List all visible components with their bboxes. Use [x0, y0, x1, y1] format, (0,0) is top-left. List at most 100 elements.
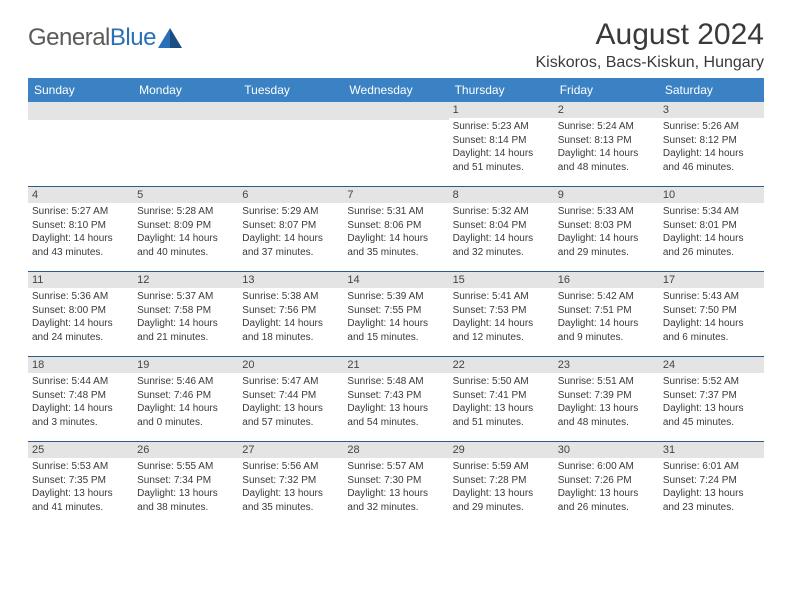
sunset-text: Sunset: 7:26 PM	[558, 474, 655, 488]
daylight-text: and 41 minutes.	[32, 501, 129, 515]
sunset-text: Sunset: 8:06 PM	[347, 219, 444, 233]
day-info: Sunrise: 6:00 AMSunset: 7:26 PMDaylight:…	[558, 460, 655, 514]
daylight-text: and 51 minutes.	[453, 416, 550, 430]
daylight-text: Daylight: 14 hours	[32, 232, 129, 246]
day-cell	[343, 102, 448, 186]
day-number: 16	[554, 272, 659, 288]
sunset-text: Sunset: 7:37 PM	[663, 389, 760, 403]
daylight-text: and 9 minutes.	[558, 331, 655, 345]
day-number	[238, 102, 343, 120]
daylight-text: Daylight: 13 hours	[242, 402, 339, 416]
day-number: 2	[554, 102, 659, 118]
day-cell: 5 Sunrise: 5:28 AMSunset: 8:09 PMDaylight…	[133, 187, 238, 271]
day-info: Sunrise: 5:55 AMSunset: 7:34 PMDaylight:…	[137, 460, 234, 514]
daylight-text: Daylight: 13 hours	[32, 487, 129, 501]
weekday-header: Monday	[133, 78, 238, 102]
sunset-text: Sunset: 7:28 PM	[453, 474, 550, 488]
daylight-text: and 23 minutes.	[663, 501, 760, 515]
day-number: 19	[133, 357, 238, 373]
daylight-text: Daylight: 13 hours	[558, 487, 655, 501]
sunset-text: Sunset: 8:04 PM	[453, 219, 550, 233]
day-info: Sunrise: 5:36 AMSunset: 8:00 PMDaylight:…	[32, 290, 129, 344]
sunset-text: Sunset: 7:51 PM	[558, 304, 655, 318]
daylight-text: and 48 minutes.	[558, 161, 655, 175]
daylight-text: Daylight: 14 hours	[558, 147, 655, 161]
sunset-text: Sunset: 7:58 PM	[137, 304, 234, 318]
daylight-text: Daylight: 14 hours	[558, 317, 655, 331]
daylight-text: Daylight: 13 hours	[453, 402, 550, 416]
sunrise-text: Sunrise: 5:31 AM	[347, 205, 444, 219]
day-cell: 31Sunrise: 6:01 AMSunset: 7:24 PMDayligh…	[659, 442, 764, 526]
daylight-text: and 45 minutes.	[663, 416, 760, 430]
sunrise-text: Sunrise: 5:37 AM	[137, 290, 234, 304]
sunrise-text: Sunrise: 5:56 AM	[242, 460, 339, 474]
day-cell: 23Sunrise: 5:51 AMSunset: 7:39 PMDayligh…	[554, 357, 659, 441]
day-cell	[133, 102, 238, 186]
daylight-text: and 26 minutes.	[663, 246, 760, 260]
day-info: Sunrise: 5:23 AMSunset: 8:14 PMDaylight:…	[453, 120, 550, 174]
weekday-header: Wednesday	[343, 78, 448, 102]
day-number: 30	[554, 442, 659, 458]
sunset-text: Sunset: 7:50 PM	[663, 304, 760, 318]
calendar-page: GeneralBlue August 2024 Kiskoros, Bacs-K…	[0, 0, 792, 526]
day-cell: 8Sunrise: 5:32 AMSunset: 8:04 PMDaylight…	[449, 187, 554, 271]
sunset-text: Sunset: 8:13 PM	[558, 134, 655, 148]
sunrise-text: Sunrise: 5:55 AM	[137, 460, 234, 474]
daylight-text: Daylight: 14 hours	[558, 232, 655, 246]
day-number: 31	[659, 442, 764, 458]
day-cell: 6Sunrise: 5:29 AMSunset: 8:07 PMDaylight…	[238, 187, 343, 271]
sunrise-text: Sunrise: 5:47 AM	[242, 375, 339, 389]
day-cell: 25Sunrise: 5:53 AMSunset: 7:35 PMDayligh…	[28, 442, 133, 526]
day-cell: 27Sunrise: 5:56 AMSunset: 7:32 PMDayligh…	[238, 442, 343, 526]
title-block: August 2024 Kiskoros, Bacs-Kiskun, Hunga…	[535, 18, 764, 72]
daylight-text: Daylight: 14 hours	[663, 232, 760, 246]
day-cell: 12Sunrise: 5:37 AMSunset: 7:58 PMDayligh…	[133, 272, 238, 356]
sunset-text: Sunset: 7:56 PM	[242, 304, 339, 318]
day-cell: 29Sunrise: 5:59 AMSunset: 7:28 PMDayligh…	[449, 442, 554, 526]
day-cell: 16Sunrise: 5:42 AMSunset: 7:51 PMDayligh…	[554, 272, 659, 356]
sunrise-text: Sunrise: 5:43 AM	[663, 290, 760, 304]
sunrise-text: Sunrise: 5:36 AM	[32, 290, 129, 304]
daylight-text: and 29 minutes.	[453, 501, 550, 515]
day-info: Sunrise: 5:32 AMSunset: 8:04 PMDaylight:…	[453, 205, 550, 259]
daylight-text: Daylight: 14 hours	[242, 232, 339, 246]
daylight-text: and 37 minutes.	[242, 246, 339, 260]
day-number: 9	[554, 187, 659, 203]
day-cell: 30 Sunrise: 6:00 AMSunset: 7:26 PMDayligh…	[554, 442, 659, 526]
sunset-text: Sunset: 7:53 PM	[453, 304, 550, 318]
daylight-text: Daylight: 13 hours	[558, 402, 655, 416]
day-info: Sunrise: 5:50 AMSunset: 7:41 PMDaylight:…	[453, 375, 550, 429]
sunset-text: Sunset: 7:43 PM	[347, 389, 444, 403]
weekday-header: Friday	[554, 78, 659, 102]
header: GeneralBlue August 2024 Kiskoros, Bacs-K…	[28, 18, 764, 72]
daylight-text: and 21 minutes.	[137, 331, 234, 345]
day-info: Sunrise: 5:28 AMSunset: 8:09 PMDaylight:…	[137, 205, 234, 259]
day-info: Sunrise: 5:51 AMSunset: 7:39 PMDaylight:…	[558, 375, 655, 429]
day-number: 5	[133, 187, 238, 203]
daylight-text: and 38 minutes.	[137, 501, 234, 515]
logo-triangle-icon	[158, 28, 182, 48]
month-title: August 2024	[535, 18, 764, 52]
sunset-text: Sunset: 7:39 PM	[558, 389, 655, 403]
daylight-text: and 32 minutes.	[347, 501, 444, 515]
daylight-text: and 29 minutes.	[558, 246, 655, 260]
day-info: Sunrise: 5:47 AMSunset: 7:44 PMDaylight:…	[242, 375, 339, 429]
sunset-text: Sunset: 7:34 PM	[137, 474, 234, 488]
sunset-text: Sunset: 7:32 PM	[242, 474, 339, 488]
sunrise-text: Sunrise: 6:01 AM	[663, 460, 760, 474]
daylight-text: and 0 minutes.	[137, 416, 234, 430]
daylight-text: Daylight: 14 hours	[137, 402, 234, 416]
sunset-text: Sunset: 8:09 PM	[137, 219, 234, 233]
daylight-text: Daylight: 14 hours	[453, 147, 550, 161]
day-info: Sunrise: 5:44 AMSunset: 7:48 PMDaylight:…	[32, 375, 129, 429]
day-info: Sunrise: 5:52 AMSunset: 7:37 PMDaylight:…	[663, 375, 760, 429]
day-number: 28	[343, 442, 448, 458]
day-cell: 21Sunrise: 5:48 AMSunset: 7:43 PMDayligh…	[343, 357, 448, 441]
daylight-text: and 35 minutes.	[347, 246, 444, 260]
day-number: 7	[343, 187, 448, 203]
sunrise-text: Sunrise: 5:48 AM	[347, 375, 444, 389]
daylight-text: and 18 minutes.	[242, 331, 339, 345]
day-number: 20	[238, 357, 343, 373]
daylight-text: and 48 minutes.	[558, 416, 655, 430]
day-info: Sunrise: 5:33 AMSunset: 8:03 PMDaylight:…	[558, 205, 655, 259]
